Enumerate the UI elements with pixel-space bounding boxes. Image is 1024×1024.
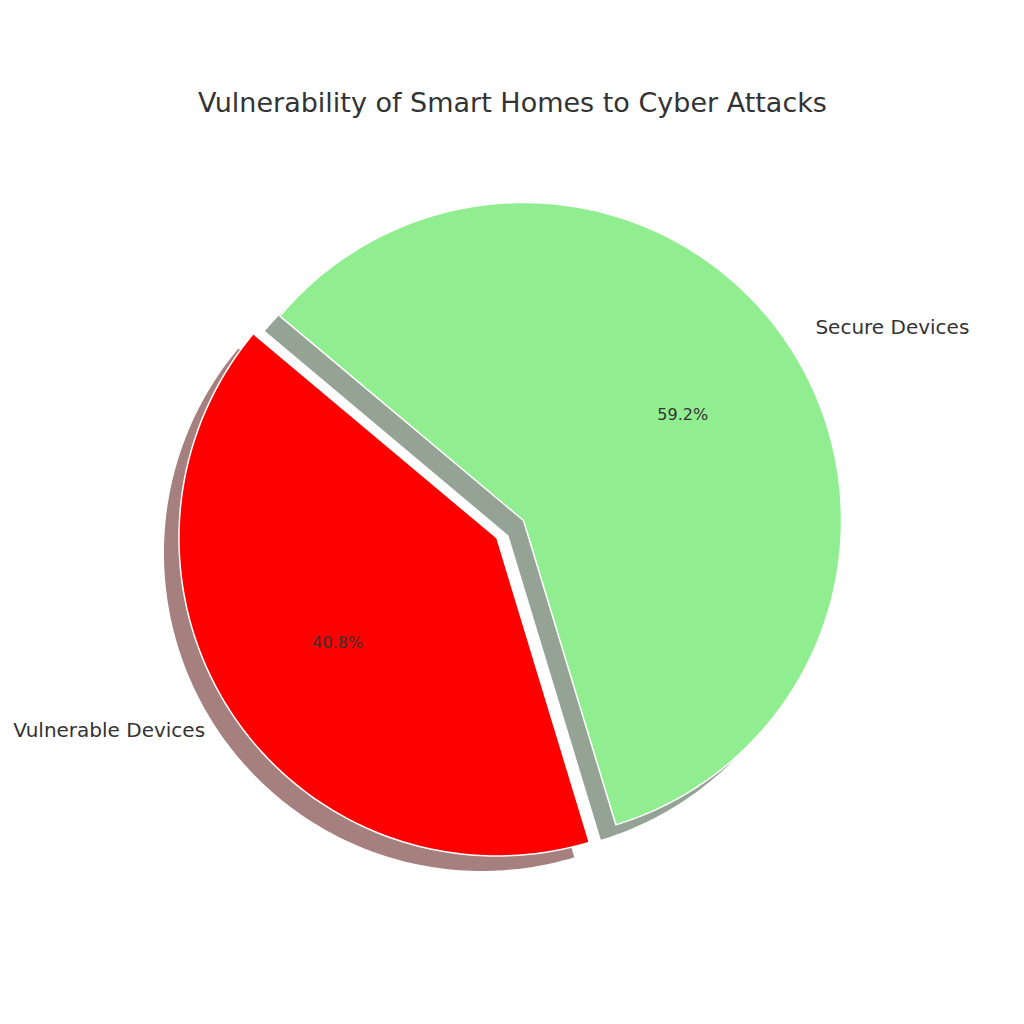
- svg-text:40.8%: 40.8%: [312, 633, 363, 652]
- svg-text:59.2%: 59.2%: [657, 405, 708, 424]
- svg-text:Vulnerability of Smart Homes t: Vulnerability of Smart Homes to Cyber At…: [198, 87, 827, 118]
- svg-text:Vulnerable Devices: Vulnerable Devices: [13, 718, 205, 742]
- svg-text:Secure Devices: Secure Devices: [815, 315, 969, 339]
